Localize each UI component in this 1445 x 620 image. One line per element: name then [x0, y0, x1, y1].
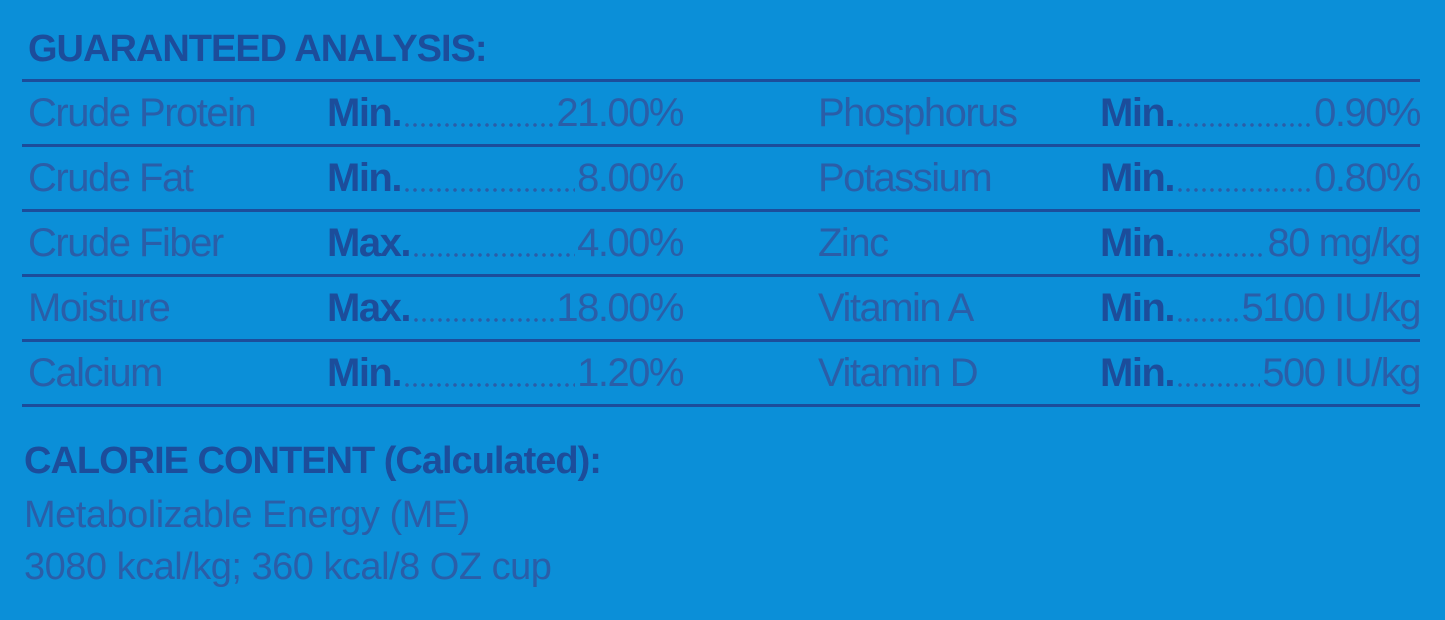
- amount-value: 0.80%: [1314, 155, 1421, 200]
- nutrient-amount: Min. 8.00%: [327, 155, 684, 201]
- nutrient-amount: Max. 18.00%: [327, 285, 684, 331]
- table-row: Crude Fiber Max. 4.00% Zinc Min. 80 mg/kg: [22, 212, 1421, 277]
- section-title: GUARANTEED ANALYSIS:: [28, 28, 488, 70]
- table-row: Moisture Max. 18.00% Vitamin A Min. 5100 IU/k…: [22, 277, 1422, 342]
- nutrient-amount: Min. 5100 IU/kg: [1100, 285, 1422, 331]
- nutrient-name: Phosphorus: [818, 90, 1018, 135]
- qualifier: Min.: [1100, 220, 1175, 265]
- leader-dots: [402, 381, 576, 388]
- amount-value: 80 mg/kg: [1267, 220, 1421, 265]
- table-row: Calcium Min. 1.20% Vitamin D Min. 500 IU/kg: [22, 342, 1421, 407]
- qualifier: Min.: [327, 350, 402, 395]
- leader-dots: [1175, 186, 1313, 193]
- nutrient-name: Zinc: [818, 220, 889, 265]
- leader-dots: [1175, 121, 1313, 128]
- leader-dots: [411, 251, 576, 258]
- amount-value: 4.00%: [577, 220, 684, 265]
- leader-dots: [402, 121, 555, 128]
- amount-value: 500 IU/kg: [1262, 350, 1421, 395]
- leader-dots: [411, 316, 555, 323]
- leader-dots: [402, 186, 576, 193]
- leader-dots: [1175, 381, 1261, 388]
- analysis-table: Crude Protein Min. 21.00% Phosphorus Min. 0.9…: [22, 79, 1422, 407]
- nutrient-name: Crude Fat: [28, 155, 194, 200]
- leader-dots: [1175, 251, 1266, 258]
- qualifier: Min.: [1100, 350, 1175, 395]
- amount-value: 18.00%: [556, 285, 684, 330]
- leader-dots: [1175, 316, 1240, 323]
- amount-value: 1.20%: [577, 350, 684, 395]
- table-row: Crude Fat Min. 8.00% Potassium Min. 0.80%: [22, 147, 1421, 212]
- nutrient-amount: Min. 1.20%: [327, 350, 684, 396]
- qualifier: Max.: [327, 285, 411, 330]
- text-line: Metabolizable Energy (ME): [24, 494, 470, 536]
- nutrient-amount: Max. 4.00%: [327, 220, 684, 266]
- nutrient-amount: Min. 0.90%: [1100, 90, 1421, 136]
- nutrient-amount: Min. 21.00%: [327, 90, 684, 136]
- nutrient-amount: Min. 500 IU/kg: [1100, 350, 1421, 396]
- nutrient-amount: Min. 0.80%: [1100, 155, 1421, 201]
- qualifier: Min.: [327, 155, 402, 200]
- amount-value: 21.00%: [556, 90, 684, 135]
- text-line: 3080 kcal/kg; 360 kcal/8 OZ cup: [24, 546, 552, 588]
- nutrient-amount: Min. 80 mg/kg: [1100, 220, 1421, 266]
- nutrient-name: Crude Protein: [28, 90, 257, 135]
- nutrient-name: Calcium: [28, 350, 163, 395]
- amount-value: 8.00%: [577, 155, 684, 200]
- qualifier: Min.: [327, 90, 402, 135]
- qualifier: Max.: [327, 220, 411, 265]
- qualifier: Min.: [1100, 155, 1175, 200]
- qualifier: Min.: [1100, 285, 1175, 330]
- amount-value: 5100 IU/kg: [1241, 285, 1422, 330]
- nutrient-name: Vitamin D: [818, 350, 979, 395]
- nutrient-name: Vitamin A: [818, 285, 974, 330]
- section-title: CALORIE CONTENT (Calculated):: [24, 440, 602, 482]
- amount-value: 0.90%: [1314, 90, 1421, 135]
- table-row: Crude Protein Min. 21.00% Phosphorus Min. 0.9…: [22, 82, 1421, 147]
- nutrient-name: Crude Fiber: [28, 220, 224, 265]
- nutrient-name: Potassium: [818, 155, 993, 200]
- qualifier: Min.: [1100, 90, 1175, 135]
- nutrient-name: Moisture: [28, 285, 171, 330]
